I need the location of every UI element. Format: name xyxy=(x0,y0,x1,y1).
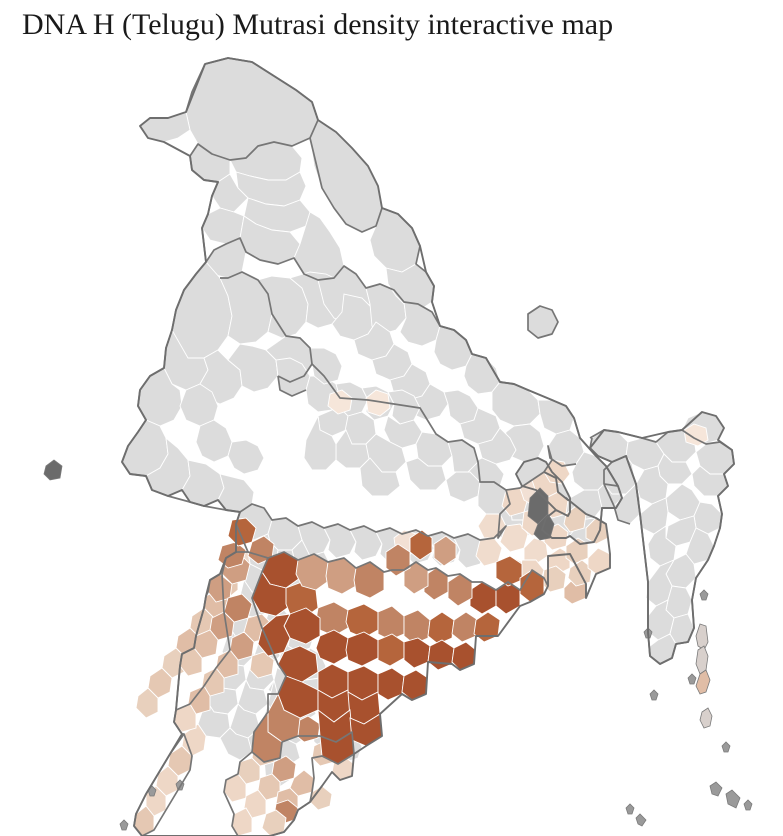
page-title: DNA H (Telugu) Mutrasi density interacti… xyxy=(22,8,614,41)
medium-density-districts[interactable] xyxy=(134,518,354,836)
country-outline xyxy=(122,58,734,836)
high-density-districts[interactable] xyxy=(252,530,544,764)
choropleth-map[interactable] xyxy=(0,46,783,836)
islands[interactable] xyxy=(120,590,752,830)
india-district-choropleth-svg[interactable] xyxy=(0,46,783,836)
